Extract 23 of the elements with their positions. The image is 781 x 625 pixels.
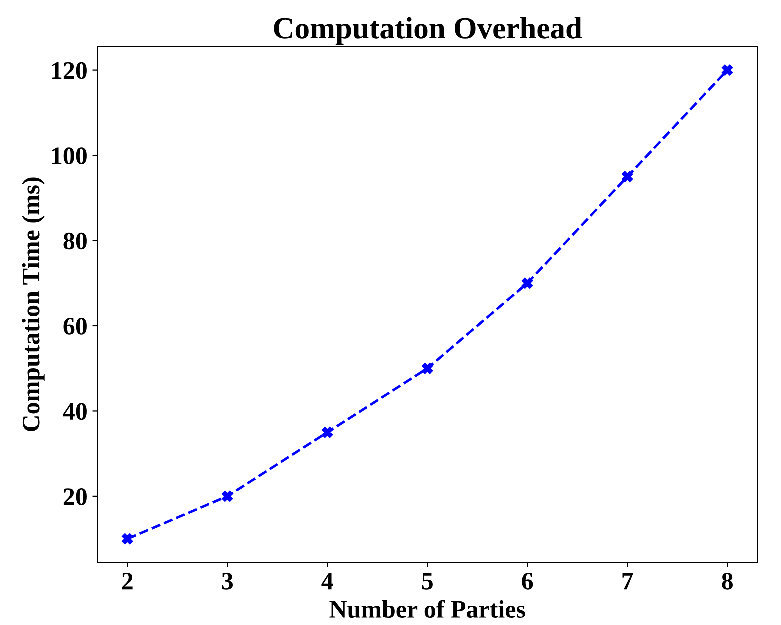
- x-tick-label: 3: [222, 573, 234, 590]
- point: [122, 534, 134, 545]
- y-tick-label: 20: [64, 488, 87, 506]
- x-tick-label: 2: [122, 573, 133, 590]
- point: [422, 363, 434, 374]
- point: [322, 426, 334, 438]
- x-tick-label: 7: [622, 573, 634, 590]
- x-tick-label: 6: [522, 573, 534, 590]
- y-tick-label: 100: [52, 148, 87, 164]
- y-axis-title: Computation Time (ms): [22, 178, 45, 432]
- chart-title: Computation Overhead: [274, 17, 582, 46]
- x-tick-label: 5: [422, 573, 433, 590]
- x-tick-label: 4: [322, 573, 334, 590]
- x-axis-title: Number of Parties: [330, 600, 526, 618]
- point: [622, 171, 634, 182]
- y-tick-label: 40: [63, 403, 87, 420]
- y-tick-label: 60: [64, 318, 87, 335]
- point: [522, 278, 534, 289]
- point: [222, 490, 234, 502]
- x-tick-label: 8: [722, 572, 733, 590]
- y-tick-label: 120: [52, 62, 87, 80]
- point: [722, 64, 734, 76]
- y-tick-label: 80: [64, 232, 87, 250]
